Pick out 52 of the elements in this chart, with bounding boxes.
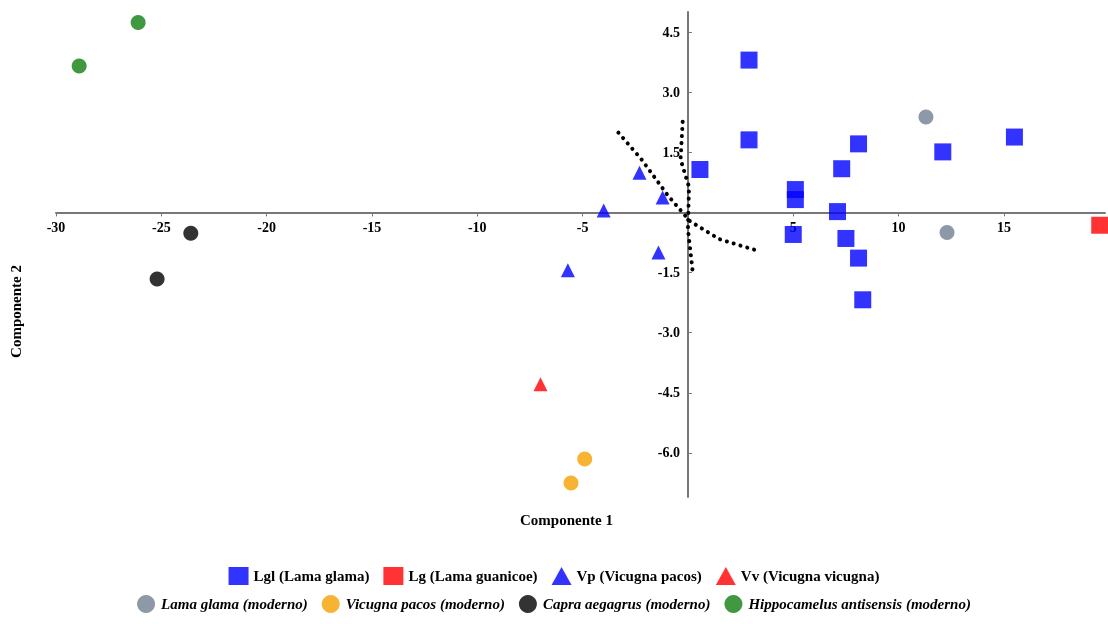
point	[691, 161, 709, 179]
point	[149, 271, 165, 287]
point	[850, 135, 868, 153]
legend-label: Lgl (Lama glama)	[253, 568, 370, 585]
point	[130, 14, 146, 30]
x-tick-label: -30	[46, 219, 66, 235]
x-tick-label: -5	[576, 219, 589, 235]
point	[1005, 128, 1023, 146]
legend-label: Lg (Lama guanicoe)	[408, 568, 538, 585]
point	[651, 245, 666, 260]
x-axis-title: Componente 1	[520, 511, 613, 528]
x-tick-label: -20	[257, 219, 276, 235]
legend-label: Vp (Vicugna pacos)	[576, 568, 702, 585]
y-tick-label: -4.5	[657, 385, 680, 401]
y-tick-label: -3.0	[657, 325, 680, 341]
x-tick-label: -15	[362, 219, 382, 235]
legend-label: Vicugna pacos (moderno)	[345, 596, 505, 613]
point	[577, 451, 593, 467]
legend-label: Hippocamelus antisensis (moderno)	[747, 596, 971, 613]
y-axis-title: Componente 2	[7, 265, 24, 358]
x-tick-label: 10	[891, 219, 906, 235]
point	[71, 58, 87, 74]
point	[533, 377, 548, 392]
y-tick-label: 1.5	[662, 144, 680, 160]
point	[1091, 216, 1108, 234]
y-tick-label: 4.5	[662, 24, 680, 40]
point	[939, 224, 955, 240]
legend-label: Lama glama (moderno)	[160, 596, 308, 613]
point	[850, 249, 868, 267]
point	[833, 160, 851, 178]
point	[740, 51, 758, 69]
x-tick-label: -25	[151, 219, 171, 235]
point	[596, 203, 611, 218]
point	[183, 225, 199, 241]
x-tick-label: 15	[996, 219, 1011, 235]
point	[854, 291, 872, 309]
point	[934, 143, 952, 161]
point	[655, 190, 670, 205]
y-tick-label: -6.0	[657, 445, 680, 461]
point	[786, 191, 804, 209]
point	[563, 475, 579, 491]
y-tick-label: 3.0	[662, 84, 680, 100]
point	[918, 109, 934, 125]
point	[837, 229, 855, 247]
x-tick-label: -10	[467, 219, 487, 235]
point	[632, 165, 647, 180]
legend-label: Capra aegagrus (moderno)	[542, 596, 711, 613]
point	[560, 263, 575, 278]
point	[828, 203, 846, 221]
legend-label: Vv (Vicugna vicugna)	[740, 568, 880, 585]
y-tick-label: -1.5	[657, 265, 680, 281]
point	[740, 131, 758, 149]
